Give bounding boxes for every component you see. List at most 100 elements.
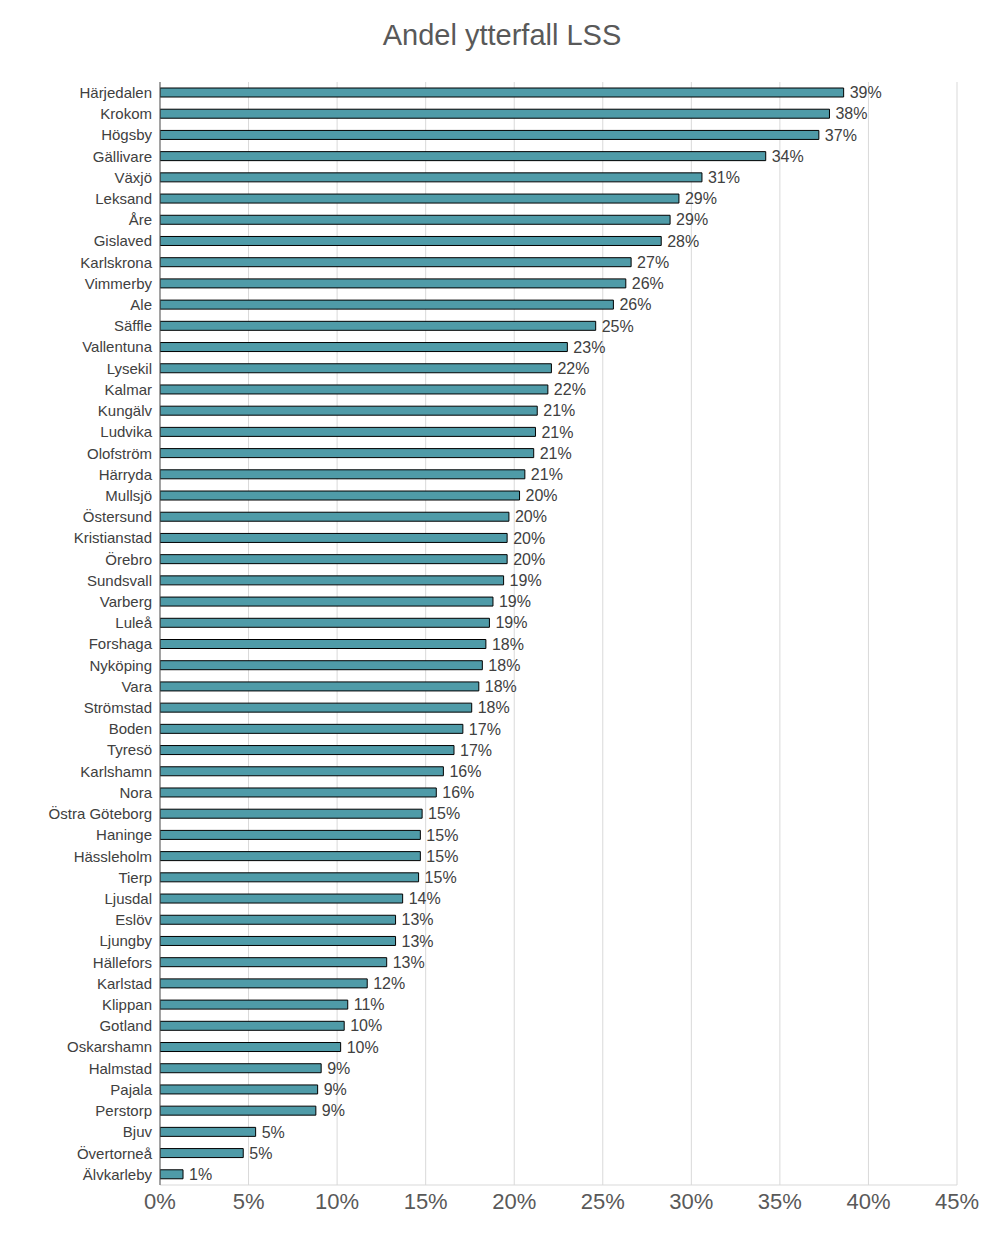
svg-text:29%: 29% xyxy=(676,211,708,228)
svg-text:14%: 14% xyxy=(409,890,441,907)
svg-text:35%: 35% xyxy=(758,1189,802,1214)
svg-text:26%: 26% xyxy=(619,296,651,313)
svg-text:Vara: Vara xyxy=(121,678,152,695)
svg-text:21%: 21% xyxy=(540,445,572,462)
svg-text:Härryda: Härryda xyxy=(99,466,153,483)
svg-text:0%: 0% xyxy=(144,1189,176,1214)
svg-text:Perstorp: Perstorp xyxy=(95,1102,152,1119)
svg-text:13%: 13% xyxy=(402,911,434,928)
svg-text:15%: 15% xyxy=(426,827,458,844)
svg-text:Ljungby: Ljungby xyxy=(99,932,152,949)
svg-text:Kristianstad: Kristianstad xyxy=(74,529,152,546)
svg-text:Östra Göteborg: Östra Göteborg xyxy=(49,805,152,822)
svg-text:Mullsjö: Mullsjö xyxy=(105,487,152,504)
svg-text:Strömstad: Strömstad xyxy=(84,699,152,716)
svg-text:23%: 23% xyxy=(573,339,605,356)
svg-text:19%: 19% xyxy=(495,614,527,631)
svg-text:Vallentuna: Vallentuna xyxy=(82,338,152,355)
svg-text:Ludvika: Ludvika xyxy=(100,423,152,440)
svg-text:29%: 29% xyxy=(685,190,717,207)
svg-text:20%: 20% xyxy=(513,551,545,568)
svg-text:17%: 17% xyxy=(460,742,492,759)
svg-text:38%: 38% xyxy=(835,105,867,122)
svg-text:Nora: Nora xyxy=(119,784,152,801)
svg-text:Gotland: Gotland xyxy=(99,1017,152,1034)
svg-text:15%: 15% xyxy=(426,848,458,865)
svg-text:Haninge: Haninge xyxy=(96,826,152,843)
svg-text:19%: 19% xyxy=(499,593,531,610)
svg-text:Härjedalen: Härjedalen xyxy=(79,84,152,101)
svg-text:22%: 22% xyxy=(557,360,589,377)
svg-text:10%: 10% xyxy=(347,1039,379,1056)
svg-text:13%: 13% xyxy=(402,933,434,950)
svg-text:Nyköping: Nyköping xyxy=(89,657,152,674)
svg-text:18%: 18% xyxy=(478,699,510,716)
svg-text:Växjö: Växjö xyxy=(114,169,152,186)
svg-text:20%: 20% xyxy=(526,487,558,504)
svg-text:Hällefors: Hällefors xyxy=(93,954,152,971)
svg-text:16%: 16% xyxy=(442,784,474,801)
svg-text:20%: 20% xyxy=(492,1189,536,1214)
svg-text:Halmstad: Halmstad xyxy=(89,1060,152,1077)
svg-text:31%: 31% xyxy=(708,169,740,186)
svg-text:Pajala: Pajala xyxy=(110,1081,152,1098)
svg-text:10%: 10% xyxy=(315,1189,359,1214)
svg-text:5%: 5% xyxy=(262,1124,285,1141)
svg-text:15%: 15% xyxy=(425,869,457,886)
svg-text:20%: 20% xyxy=(513,530,545,547)
svg-text:21%: 21% xyxy=(541,424,573,441)
svg-text:Åre: Åre xyxy=(129,211,152,228)
svg-text:1%: 1% xyxy=(189,1166,212,1183)
svg-text:39%: 39% xyxy=(850,84,882,101)
svg-text:9%: 9% xyxy=(327,1060,350,1077)
svg-text:21%: 21% xyxy=(543,402,575,419)
svg-text:Karlstad: Karlstad xyxy=(97,975,152,992)
svg-text:Sundsvall: Sundsvall xyxy=(87,572,152,589)
svg-text:26%: 26% xyxy=(632,275,664,292)
svg-text:Högsby: Högsby xyxy=(101,126,152,143)
svg-text:27%: 27% xyxy=(637,254,669,271)
svg-text:Östersund: Östersund xyxy=(83,508,152,525)
svg-text:Ale: Ale xyxy=(130,296,152,313)
svg-text:22%: 22% xyxy=(554,381,586,398)
svg-text:Älvkarleby: Älvkarleby xyxy=(83,1166,153,1183)
svg-text:Kalmar: Kalmar xyxy=(104,381,152,398)
svg-text:5%: 5% xyxy=(249,1145,272,1162)
svg-text:19%: 19% xyxy=(510,572,542,589)
svg-text:Hässleholm: Hässleholm xyxy=(74,848,152,865)
svg-text:Lysekil: Lysekil xyxy=(107,360,152,377)
svg-text:17%: 17% xyxy=(469,721,501,738)
svg-text:21%: 21% xyxy=(531,466,563,483)
svg-text:Olofström: Olofström xyxy=(87,445,152,462)
svg-text:5%: 5% xyxy=(233,1189,265,1214)
svg-text:Klippan: Klippan xyxy=(102,996,152,1013)
svg-text:Gällivare: Gällivare xyxy=(93,148,152,165)
svg-text:37%: 37% xyxy=(825,127,857,144)
svg-text:Säffle: Säffle xyxy=(114,317,152,334)
svg-text:Örebro: Örebro xyxy=(105,551,152,568)
svg-text:30%: 30% xyxy=(669,1189,713,1214)
svg-text:40%: 40% xyxy=(846,1189,890,1214)
svg-text:9%: 9% xyxy=(324,1081,347,1098)
svg-text:Tyresö: Tyresö xyxy=(107,741,152,758)
svg-text:34%: 34% xyxy=(772,148,804,165)
svg-text:9%: 9% xyxy=(322,1102,345,1119)
svg-text:Karlskrona: Karlskrona xyxy=(80,254,152,271)
svg-text:28%: 28% xyxy=(667,233,699,250)
svg-text:Leksand: Leksand xyxy=(95,190,152,207)
svg-text:25%: 25% xyxy=(602,318,634,335)
svg-text:18%: 18% xyxy=(488,657,520,674)
svg-text:Krokom: Krokom xyxy=(100,105,152,122)
svg-text:18%: 18% xyxy=(485,678,517,695)
svg-text:13%: 13% xyxy=(393,954,425,971)
svg-text:Vimmerby: Vimmerby xyxy=(85,275,153,292)
svg-text:Tierp: Tierp xyxy=(118,869,152,886)
svg-text:Gislaved: Gislaved xyxy=(94,232,152,249)
svg-text:Karlshamn: Karlshamn xyxy=(80,763,152,780)
svg-text:Bjuv: Bjuv xyxy=(123,1123,153,1140)
svg-text:45%: 45% xyxy=(935,1189,979,1214)
svg-text:25%: 25% xyxy=(581,1189,625,1214)
svg-text:Luleå: Luleå xyxy=(115,614,152,631)
svg-text:Boden: Boden xyxy=(109,720,152,737)
svg-text:Övertorneå: Övertorneå xyxy=(77,1145,153,1162)
